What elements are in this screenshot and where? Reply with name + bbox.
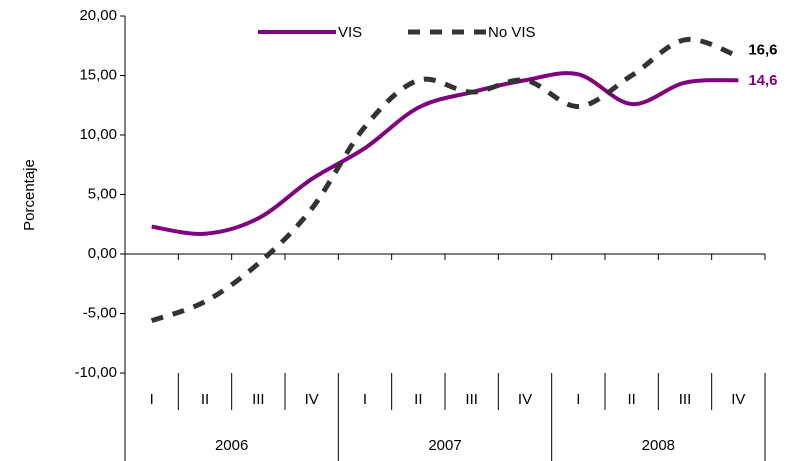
legend-label: VIS	[338, 24, 362, 41]
x-tick-label: I	[150, 391, 154, 408]
x-tick-label: I	[576, 391, 580, 408]
y-tick-label: 5,00	[88, 185, 117, 202]
year-label: 2008	[642, 437, 675, 454]
x-tick-label: I	[363, 391, 367, 408]
x-tick-label: II	[201, 391, 209, 408]
data-label: 16,6	[748, 41, 777, 58]
x-tick-label: IV	[305, 391, 319, 408]
legend-label: No VIS	[488, 24, 536, 41]
x-tick-label: II	[414, 391, 422, 408]
year-label: 2006	[215, 437, 248, 454]
x-tick-label: III	[252, 391, 265, 408]
y-tick-label: 0,00	[88, 245, 117, 262]
x-tick-label: III	[465, 391, 478, 408]
y-tick-label: 10,00	[79, 126, 117, 143]
y-axis-label: Porcentaje	[21, 159, 38, 231]
x-tick-label: IV	[731, 391, 745, 408]
y-tick-label: -5,00	[83, 304, 117, 321]
y-tick-label: 20,00	[79, 7, 117, 24]
x-tick-label: II	[627, 391, 635, 408]
series-line	[151, 71, 739, 236]
x-tick-label: IV	[518, 391, 532, 408]
series-line	[150, 36, 740, 324]
x-tick-label: III	[679, 391, 692, 408]
y-tick-label: 15,00	[79, 66, 117, 83]
year-label: 2007	[428, 437, 461, 454]
y-tick-label: -10,00	[74, 364, 117, 381]
data-label: 14,6	[748, 72, 777, 89]
